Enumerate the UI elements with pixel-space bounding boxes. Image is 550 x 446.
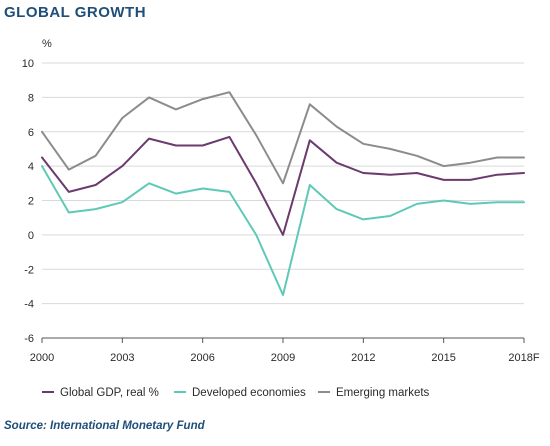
series-line-1 bbox=[41, 135, 525, 236]
legend-label: Emerging markets bbox=[336, 387, 430, 399]
x-tick-label: 2006 bbox=[190, 352, 214, 364]
y-tick-label: 10 bbox=[22, 58, 34, 70]
y-tick-label: -2 bbox=[24, 264, 34, 276]
y-tick-label: -6 bbox=[24, 333, 34, 345]
legend-label: Developed economies bbox=[192, 387, 306, 399]
x-tick-label: 2012 bbox=[351, 352, 375, 364]
x-tick-label: 2015 bbox=[431, 352, 455, 364]
y-tick-label: 2 bbox=[28, 196, 34, 208]
source-note: Source: International Monetary Fund bbox=[4, 420, 205, 432]
y-tick-label: 0 bbox=[28, 230, 34, 242]
series-line-2 bbox=[41, 165, 525, 296]
x-tick-label: 2018F bbox=[508, 352, 539, 364]
chart-title: GLOBAL GROWTH bbox=[4, 4, 147, 21]
x-tick-label: 2009 bbox=[271, 352, 295, 364]
y-tick-label: -4 bbox=[24, 299, 34, 311]
series-line-3 bbox=[41, 91, 525, 185]
legend-label: Global GDP, real % bbox=[60, 387, 159, 399]
y-tick-label: 4 bbox=[28, 161, 34, 173]
x-tick-label: 2003 bbox=[110, 352, 134, 364]
y-tick-label: 6 bbox=[28, 127, 34, 139]
x-tick-label: 2000 bbox=[30, 352, 54, 364]
y-tick-label: 8 bbox=[28, 92, 34, 104]
y-axis-unit-label: % bbox=[42, 38, 52, 50]
